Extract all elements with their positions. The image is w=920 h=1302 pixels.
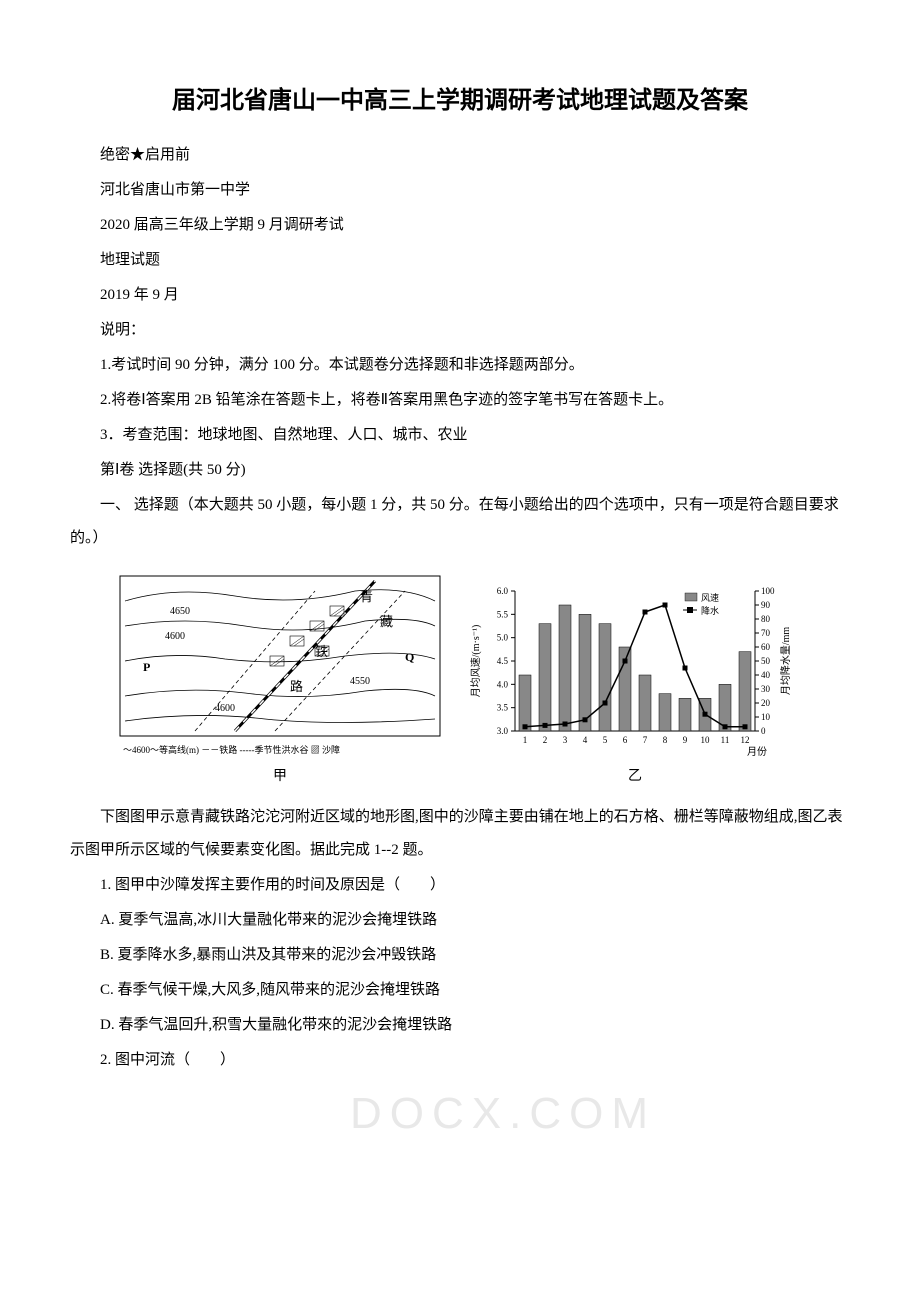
figures-container: 4650460046004550PQ青藏铁路～4600～等高线(m) －－铁路 …: [70, 571, 850, 785]
svg-text:10: 10: [761, 712, 771, 722]
svg-text:8: 8: [663, 735, 668, 745]
svg-text:20: 20: [761, 698, 771, 708]
svg-text:80: 80: [761, 614, 771, 624]
svg-text:3.5: 3.5: [497, 703, 509, 713]
q1-stem: 1. 图甲中沙障发挥主要作用的时间及原因是（ ）: [70, 869, 850, 902]
svg-text:Q: Q: [405, 650, 414, 664]
svg-text:铁: 铁: [315, 644, 328, 659]
svg-text:6: 6: [623, 735, 628, 745]
svg-text:2: 2: [543, 735, 548, 745]
svg-text:60: 60: [761, 642, 771, 652]
exam-date: 2019 年 9 月: [70, 279, 850, 312]
svg-text:4: 4: [583, 735, 588, 745]
svg-text:风速: 风速: [701, 593, 719, 603]
figure-left-label: 甲: [273, 765, 287, 785]
svg-text:10: 10: [701, 735, 711, 745]
svg-text:12: 12: [741, 735, 750, 745]
q2-stem: 2. 图中河流（ ）: [70, 1044, 850, 1077]
svg-text:4600: 4600: [165, 631, 185, 642]
figure-left-box: 4650 4600 4600 4550 P Q 青藏铁路 ～4600～等高线(m) －－铁路 …: [115, 571, 445, 785]
q1-option-d: D. 春季气温回升,积雪大量融化带來的泥沙会掩埋铁路: [70, 1009, 850, 1042]
svg-text:50: 50: [761, 656, 771, 666]
watermark-text: DOCX.COM: [350, 1089, 656, 1139]
subject-name: 地理试题: [70, 244, 850, 277]
confidential-label: 绝密★启用前: [70, 139, 850, 172]
svg-text:月均风速/(m·s⁻¹): 月均风速/(m·s⁻¹): [470, 625, 482, 698]
svg-text:月份: 月份: [747, 746, 767, 758]
figure-right-box: 3.0 3.5 4.0 4.5 5.0 5.5 6.0 0 10 20 30 40 50 60 70 80 90…: [465, 571, 805, 785]
svg-text:P: P: [143, 660, 150, 674]
instruction-2: 2.将卷Ⅰ答案用 2B 铅笔涂在答题卡上，将卷Ⅱ答案用黑色字迹的签字笔书写在答题…: [70, 384, 850, 417]
figure-right-label: 乙: [628, 765, 642, 785]
svg-text:90: 90: [761, 600, 771, 610]
svg-text:3.0: 3.0: [497, 726, 509, 736]
svg-text:7: 7: [643, 735, 648, 745]
svg-text:40: 40: [761, 670, 771, 680]
instruction-3: 3．考查范围：地球地图、自然地理、人口、城市、农业: [70, 419, 850, 452]
figure-left-map: 4650 4600 4600 4550 P Q 青藏铁路 ～4600～等高线(m) －－铁路 …: [115, 571, 445, 761]
svg-text:4550: 4550: [350, 676, 370, 687]
exam-name: 2020 届高三年级上学期 9 月调研考试: [70, 209, 850, 242]
svg-text:5.0: 5.0: [497, 633, 509, 643]
instructions-label: 说明：: [70, 314, 850, 347]
page-title: 届河北省唐山一中高三上学期调研考试地理试题及答案: [70, 80, 850, 115]
svg-text:～4600～等高线(m) －－铁路 -----季节性洪水: ～4600～等高线(m) －－铁路 -----季节性洪水谷 ▨ 沙障: [123, 744, 340, 755]
svg-text:0: 0: [761, 726, 766, 736]
svg-text:5.5: 5.5: [497, 609, 509, 619]
svg-text:3: 3: [563, 735, 568, 745]
school-name: 河北省唐山市第一中学: [70, 174, 850, 207]
svg-text:5: 5: [603, 735, 608, 745]
svg-text:月均降水量/mm: 月均降水量/mm: [779, 627, 792, 696]
svg-text:青: 青: [360, 589, 373, 604]
svg-text:11: 11: [721, 735, 730, 745]
svg-text:100: 100: [761, 586, 775, 596]
figure-right-chart: 3.0 3.5 4.0 4.5 5.0 5.5 6.0 0 10 20 30 40 50 60 70 80 90…: [465, 571, 805, 761]
q1-option-c: C. 春季气候干燥,大风多,随风带来的泥沙会掩埋铁路: [70, 974, 850, 1007]
svg-text:6.0: 6.0: [497, 586, 509, 596]
svg-text:4650: 4650: [170, 606, 190, 617]
svg-text:30: 30: [761, 684, 771, 694]
svg-text:4.0: 4.0: [497, 679, 509, 689]
svg-text:9: 9: [683, 735, 688, 745]
svg-text:降水: 降水: [701, 605, 719, 616]
q1-option-b: B. 夏季降水多,暴雨山洪及其带来的泥沙会冲毁铁路: [70, 939, 850, 972]
svg-text:路: 路: [290, 679, 303, 694]
section-1-desc: 一、 选择题（本大题共 50 小题，每小题 1 分，共 50 分。在每小题给出的…: [70, 489, 850, 555]
svg-text:1: 1: [523, 735, 528, 745]
svg-text:4.5: 4.5: [497, 656, 509, 666]
svg-text:70: 70: [761, 628, 771, 638]
instruction-1: 1.考试时间 90 分钟，满分 100 分。本试题卷分选择题和非选择题两部分。: [70, 349, 850, 382]
q1-option-a: A. 夏季气温高,冰川大量融化带来的泥沙会掩埋铁路: [70, 904, 850, 937]
section-1-title: 第Ⅰ卷 选择题(共 50 分): [70, 454, 850, 487]
svg-text:藏: 藏: [380, 614, 393, 629]
passage-text: 下图图甲示意青藏铁路沱沱河附近区域的地形图,图中的沙障主要由铺在地上的石方格、栅…: [70, 801, 850, 867]
svg-text:4600: 4600: [215, 703, 235, 714]
